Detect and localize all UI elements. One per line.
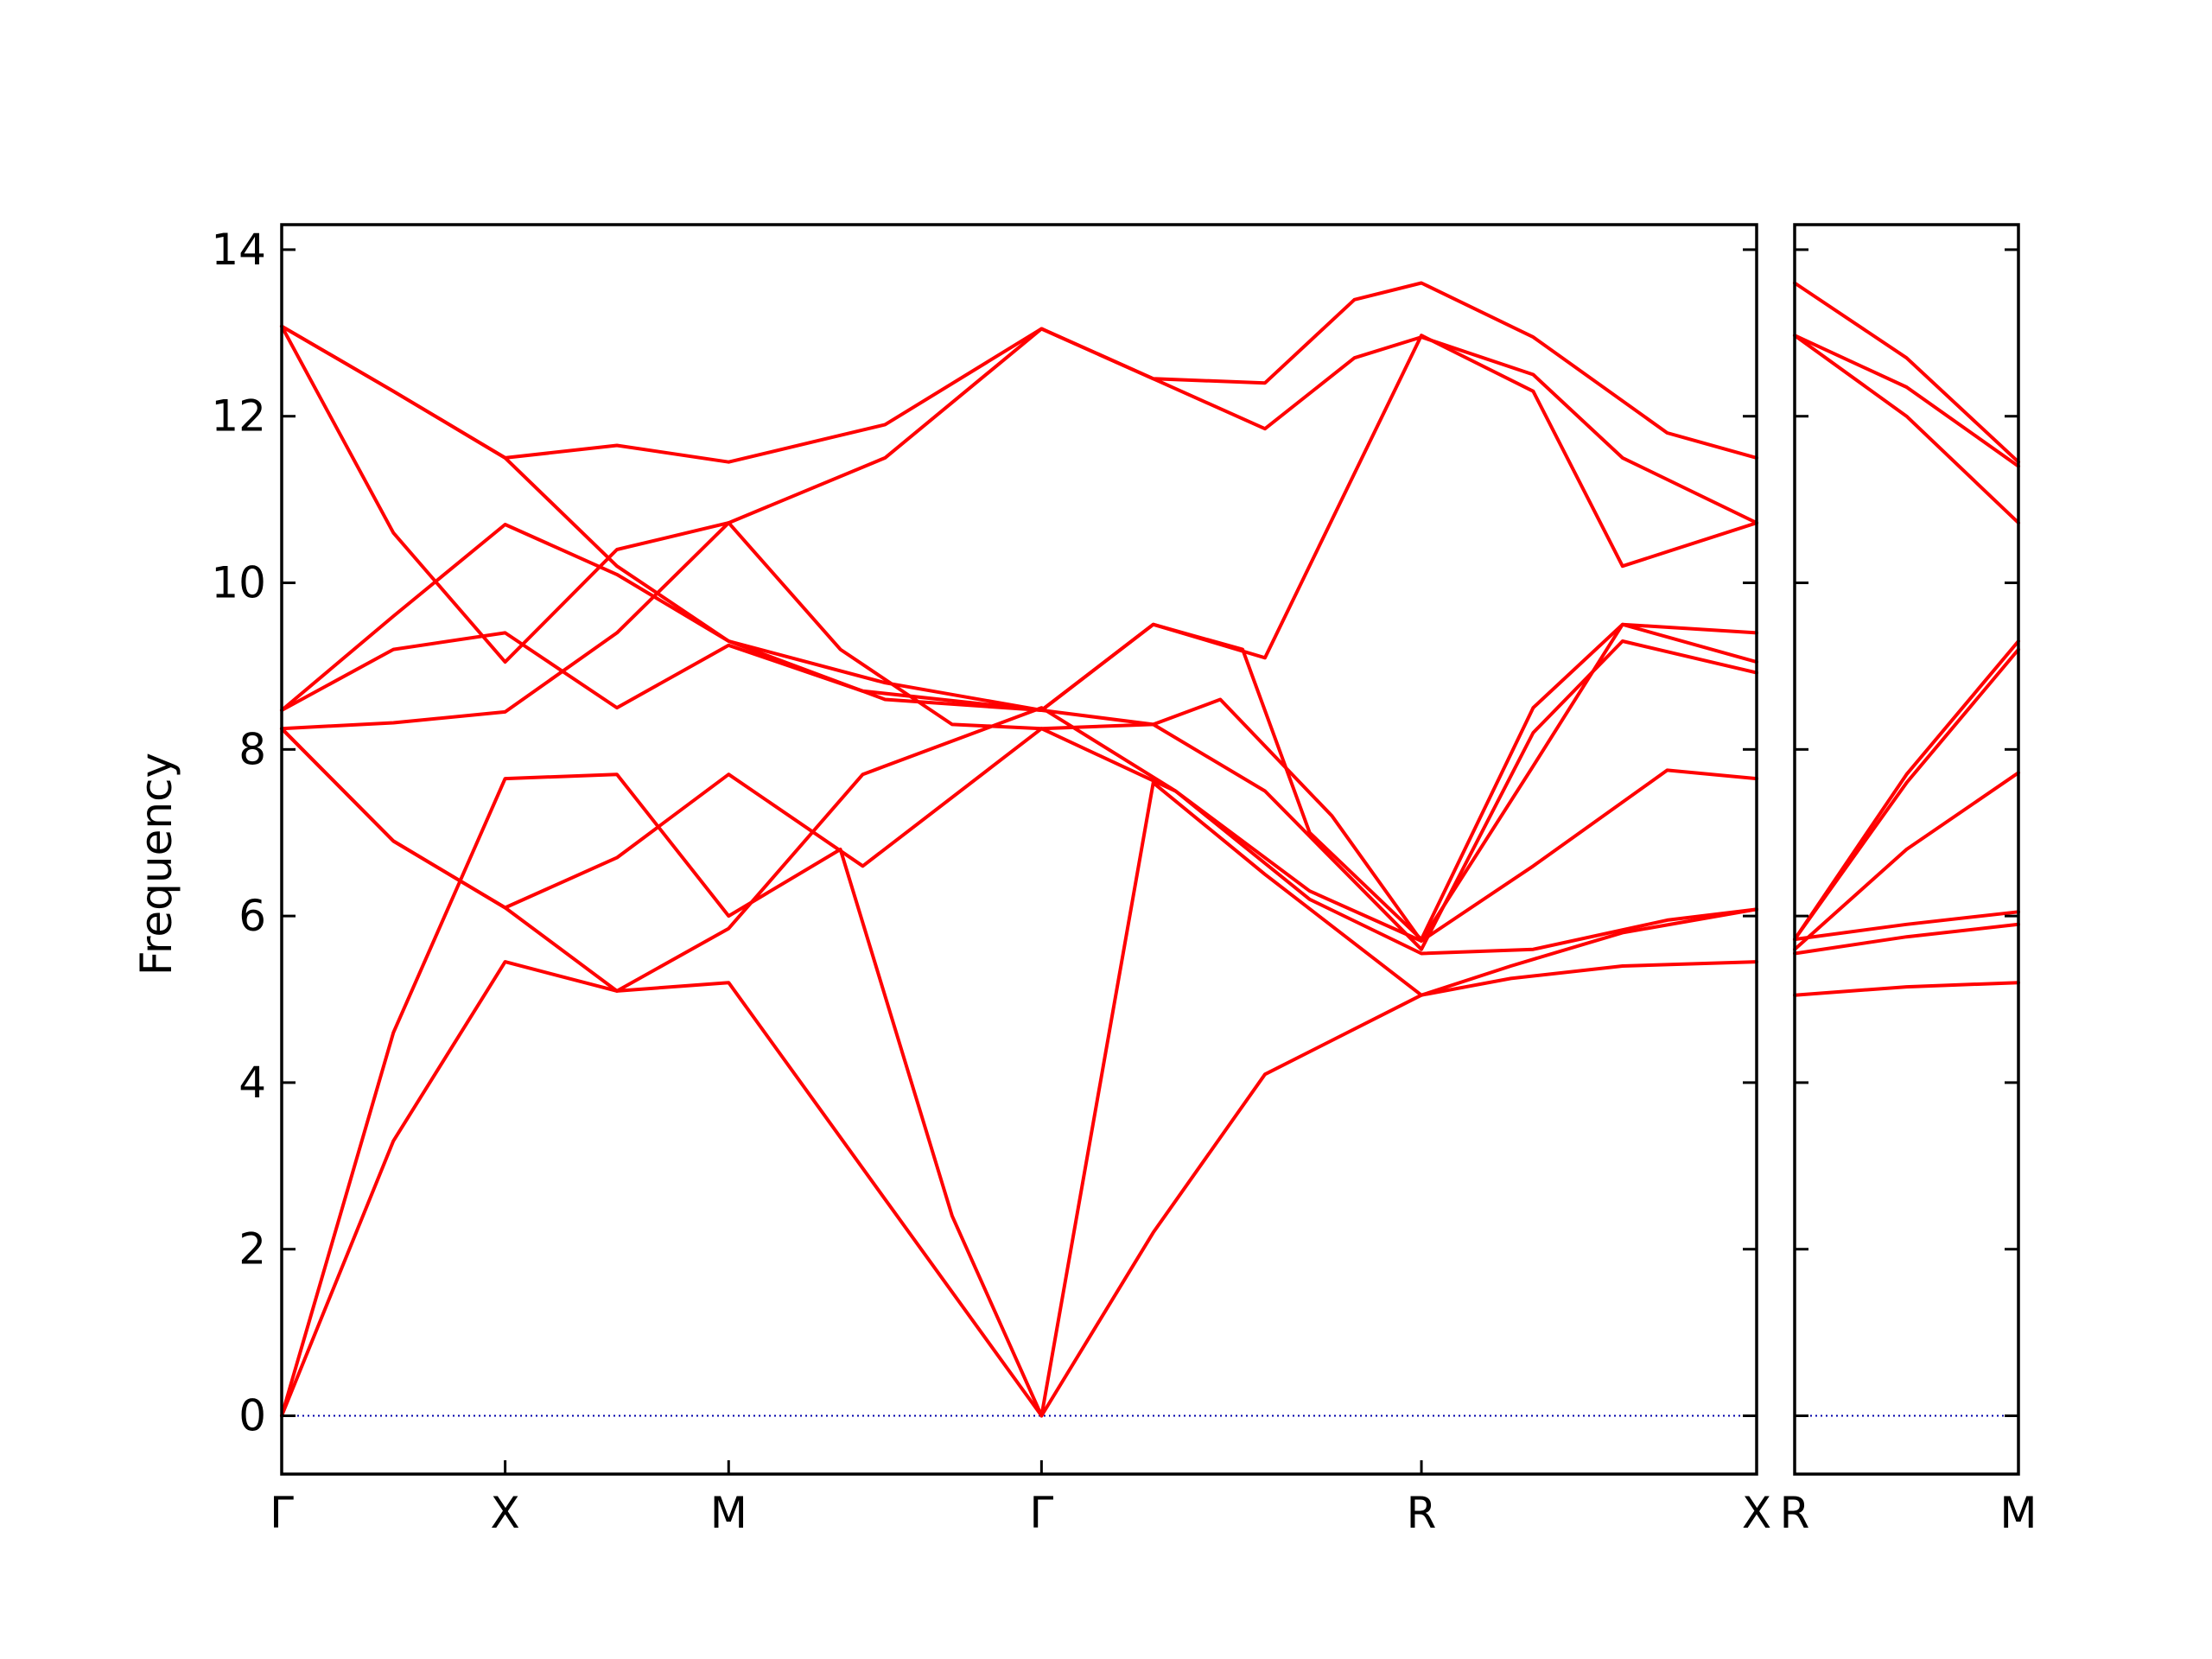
band-branch-right-7 [1793, 334, 2020, 525]
x-tick-label: X [1742, 1488, 1771, 1538]
axes-frame [1793, 223, 2020, 1476]
band-branch-right-1 [1793, 981, 2020, 997]
band-branch-right-3 [1793, 910, 2020, 942]
band-branch-main-8 [280, 324, 1758, 664]
x-tick-label: R [1407, 1488, 1437, 1538]
band-branch-main-2 [280, 772, 1758, 1418]
band-branch-main-5 [280, 521, 1758, 943]
axes-frame [280, 223, 1758, 1476]
y-tick-label: 6 [238, 891, 266, 941]
band-branch-right-9 [1793, 281, 2020, 464]
x-tick-label: Γ [270, 1488, 294, 1538]
y-tick-label: 10 [211, 558, 266, 608]
x-tick-label: M [710, 1488, 747, 1538]
band-branch-main-7 [280, 523, 1758, 951]
band-branch-right-6 [1793, 639, 2020, 942]
x-tick-label: Γ [1029, 1488, 1053, 1538]
y-tick-label: 0 [238, 1391, 266, 1441]
band-branch-right-2 [1793, 922, 2020, 956]
band-branch-main-3 [280, 706, 1758, 993]
y-tick-label: 4 [238, 1058, 266, 1108]
band-branch-right-4 [1793, 771, 2020, 951]
band-branch-right-8 [1793, 334, 2020, 468]
y-tick-label: 12 [211, 391, 266, 442]
x-tick-label: M [1999, 1488, 2037, 1538]
y-tick-label: 14 [211, 225, 266, 275]
x-tick-label: X [491, 1488, 520, 1538]
y-tick-label: 2 [238, 1224, 266, 1274]
band-branch-main-10 [280, 324, 1758, 712]
y-tick-label: 8 [238, 724, 266, 774]
main-panel: 0 2 4 6 8 10 12 14 Γ X M Γ R X [211, 223, 1771, 1538]
x-tick-label: R [1780, 1488, 1810, 1538]
band-branch-main-9 [280, 281, 1758, 464]
y-axis-title: Frequency [131, 753, 181, 976]
band-branch-main-1 [280, 960, 1758, 1418]
